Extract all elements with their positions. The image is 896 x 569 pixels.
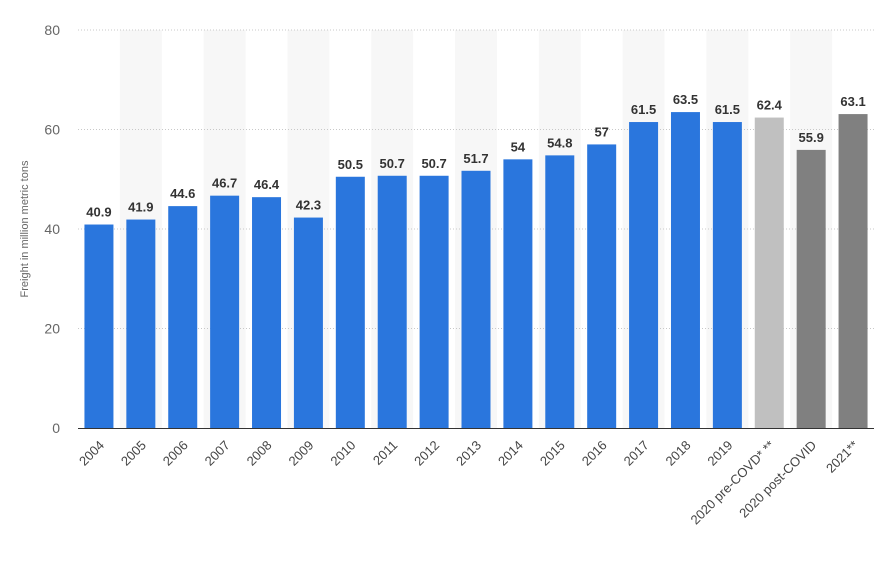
data-label: 42.3 — [296, 198, 321, 213]
data-label: 54 — [511, 139, 526, 154]
data-label: 55.9 — [799, 130, 824, 145]
bar-2011 — [377, 175, 407, 428]
x-tick-label: 2010 — [327, 438, 358, 469]
bar-2005 — [126, 219, 156, 428]
x-tick-label: 2005 — [118, 438, 149, 469]
data-label: 46.4 — [254, 177, 280, 192]
data-label: 50.7 — [380, 156, 405, 171]
data-label: 40.9 — [86, 205, 111, 220]
data-label: 41.9 — [128, 200, 153, 215]
x-tick-label: 2008 — [244, 438, 275, 469]
x-tick-label: 2019 — [704, 438, 735, 469]
bar-2006 — [168, 206, 198, 428]
data-label: 50.5 — [338, 157, 363, 172]
x-tick-label: 2007 — [202, 438, 233, 469]
x-axis-ticks: 2004 2005 2006 2007 2008 2009 2010 2011 2012 2013… — [76, 438, 861, 528]
data-labels: 40.9 41.9 44.6 46.7 46.4 42.3 50.5 50.7 50.7 51.7… — [86, 92, 865, 219]
bar-2007 — [210, 195, 240, 428]
data-label: 44.6 — [170, 186, 195, 201]
data-label: 61.5 — [631, 102, 656, 117]
x-tick-label: 2020 post-COVID — [736, 438, 819, 521]
data-label: 63.1 — [840, 94, 865, 109]
x-tick-label: 2009 — [285, 438, 316, 469]
bar-2018 — [670, 112, 700, 429]
y-tick-label: 40 — [44, 221, 60, 237]
bar-2021** — [838, 114, 868, 428]
x-tick-label: 2016 — [579, 438, 610, 469]
bar-2009 — [293, 217, 323, 428]
bar-2008 — [252, 197, 282, 428]
bar-2020 pre-COVD* ** — [754, 117, 784, 428]
x-tick-label: 2017 — [621, 438, 652, 469]
bar-2010 — [335, 176, 365, 428]
y-tick-label: 20 — [44, 321, 60, 337]
bar-2013 — [461, 170, 491, 429]
bar-2012 — [419, 175, 449, 428]
y-tick-label: 60 — [44, 122, 60, 138]
y-tick-label: 80 — [44, 22, 60, 38]
bar-2016 — [587, 144, 617, 429]
bar-2020 post-COVID — [796, 149, 826, 428]
x-tick-label: 2013 — [453, 438, 484, 469]
data-label: 51.7 — [463, 151, 488, 166]
bar-2019 — [712, 122, 742, 428]
data-label: 62.4 — [757, 98, 783, 113]
bar-2014 — [503, 159, 533, 428]
data-label: 61.5 — [715, 102, 740, 117]
x-tick-label: 2006 — [160, 438, 191, 469]
x-tick-label: 2004 — [76, 438, 107, 469]
bar-2004 — [84, 224, 114, 428]
x-tick-label: 2018 — [663, 438, 694, 469]
data-label: 54.8 — [547, 135, 572, 150]
x-tick-label: 2014 — [495, 438, 526, 469]
x-tick-label: 2015 — [537, 438, 568, 469]
bar-2017 — [629, 122, 659, 428]
data-label: 63.5 — [673, 92, 698, 107]
x-tick-label: 2011 — [370, 438, 400, 468]
bars — [84, 112, 868, 429]
x-tick-label: 2012 — [411, 438, 442, 469]
y-tick-label: 0 — [52, 420, 60, 436]
y-axis-ticks: 0 20 40 60 80 — [44, 22, 60, 436]
data-label: 57 — [594, 124, 608, 139]
y-axis-title: Freight in million metric tons — [19, 160, 31, 297]
bar-2015 — [545, 155, 575, 428]
data-label: 50.7 — [421, 156, 446, 171]
x-tick-label: 2021** — [823, 438, 861, 476]
data-label: 46.7 — [212, 176, 237, 191]
